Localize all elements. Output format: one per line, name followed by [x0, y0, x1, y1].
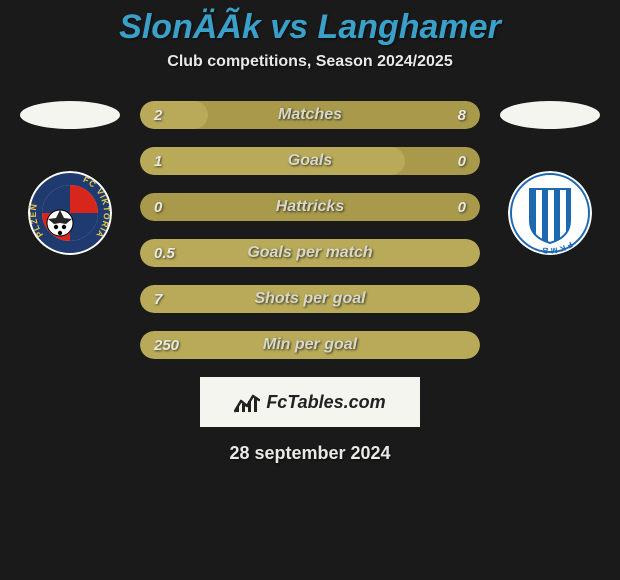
- stat-label: Goals per match: [140, 239, 480, 267]
- right-ellipse-decor: [500, 101, 600, 129]
- stat-bar-row: 0.5Goals per match: [140, 239, 480, 267]
- page-title: SlonÄÃk vs Langhamer: [0, 0, 620, 47]
- stat-bar-row: 250Min per goal: [140, 331, 480, 359]
- stat-right-value: 0: [444, 193, 480, 221]
- right-side: FKMB: [500, 101, 600, 255]
- stat-label: Min per goal: [140, 331, 480, 359]
- team-logo-left: FC VIKTORIA PLZEŇ: [28, 171, 112, 255]
- stat-bar-row: 2Matches8: [140, 101, 480, 129]
- left-side: FC VIKTORIA PLZEŇ: [20, 101, 120, 255]
- left-ellipse-decor: [20, 101, 120, 129]
- stat-label: Hattricks: [140, 193, 480, 221]
- stat-bar-row: 0Hattricks0: [140, 193, 480, 221]
- branding-box: FcTables.com: [200, 377, 420, 427]
- stat-label: Matches: [140, 101, 480, 129]
- date-text: 28 september 2024: [0, 443, 620, 464]
- stat-bar-row: 1Goals0: [140, 147, 480, 175]
- fkmb-logo-icon: FKMB: [508, 171, 592, 255]
- branding-text: FcTables.com: [266, 392, 385, 413]
- stat-right-value: 0: [444, 147, 480, 175]
- stat-label: Goals: [140, 147, 480, 175]
- subtitle: Club competitions, Season 2024/2025: [0, 53, 620, 71]
- stat-bar-row: 7Shots per goal: [140, 285, 480, 313]
- comparison-content: FC VIKTORIA PLZEŇ 2Matches81Goals00Hattr…: [0, 101, 620, 359]
- stat-bars: 2Matches81Goals00Hattricks00.5Goals per …: [140, 101, 480, 359]
- team-logo-right: FKMB: [508, 171, 592, 255]
- stat-right-value: 8: [444, 101, 480, 129]
- viktoria-plzen-logo-icon: FC VIKTORIA PLZEŇ: [28, 171, 112, 255]
- stat-label: Shots per goal: [140, 285, 480, 313]
- fctables-logo-icon: [234, 391, 260, 413]
